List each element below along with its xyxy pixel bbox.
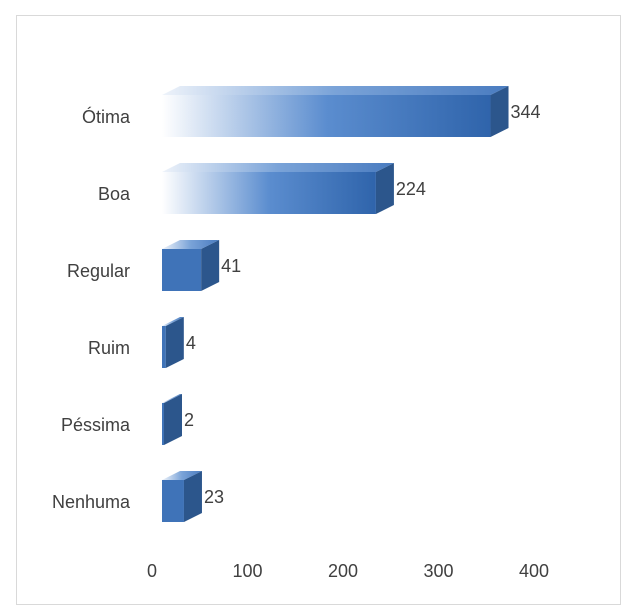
data-label: 4	[186, 333, 196, 353]
bar-front-face	[162, 95, 491, 137]
bar-6	[162, 471, 202, 522]
bar-side-face	[183, 471, 202, 522]
bar-side-face	[375, 163, 394, 214]
data-label: 23	[204, 487, 224, 507]
bar-side-face	[201, 240, 220, 291]
data-label: 41	[221, 256, 241, 276]
data-label: 344	[511, 102, 541, 122]
bar-front-face	[162, 480, 184, 522]
category-label: Nenhuma	[52, 492, 131, 512]
bar-side-face	[165, 317, 184, 368]
x-tick-label: 300	[423, 561, 453, 581]
category-label: Péssima	[61, 415, 131, 435]
bar-top-face	[162, 317, 184, 326]
category-label: Regular	[67, 261, 130, 281]
bar-1	[162, 86, 509, 137]
bar-top-face	[162, 471, 202, 480]
category-label: Ruim	[88, 338, 130, 358]
x-tick-label: 400	[519, 561, 549, 581]
bar-top-face	[162, 240, 220, 249]
bar-top-face	[162, 163, 394, 172]
bar-side-face	[490, 86, 509, 137]
bar-side-face	[164, 394, 182, 445]
x-tick-label: 200	[328, 561, 358, 581]
x-tick-label: 100	[232, 561, 262, 581]
bar-5	[162, 394, 182, 445]
data-label: 2	[184, 410, 194, 430]
data-label: 224	[396, 179, 426, 199]
category-label: Ótima	[82, 106, 131, 127]
x-tick-label: 0	[147, 561, 157, 581]
category-label: Boa	[98, 184, 131, 204]
bar-4	[162, 317, 184, 368]
bar-front-face	[162, 326, 166, 368]
bar-front-face	[162, 403, 164, 445]
bar-front-face	[162, 172, 376, 214]
bar-2	[162, 163, 394, 214]
bar-top-face	[162, 394, 182, 403]
bar-top-face	[162, 86, 509, 95]
bar-front-face	[162, 249, 202, 291]
bar-3	[162, 240, 220, 291]
